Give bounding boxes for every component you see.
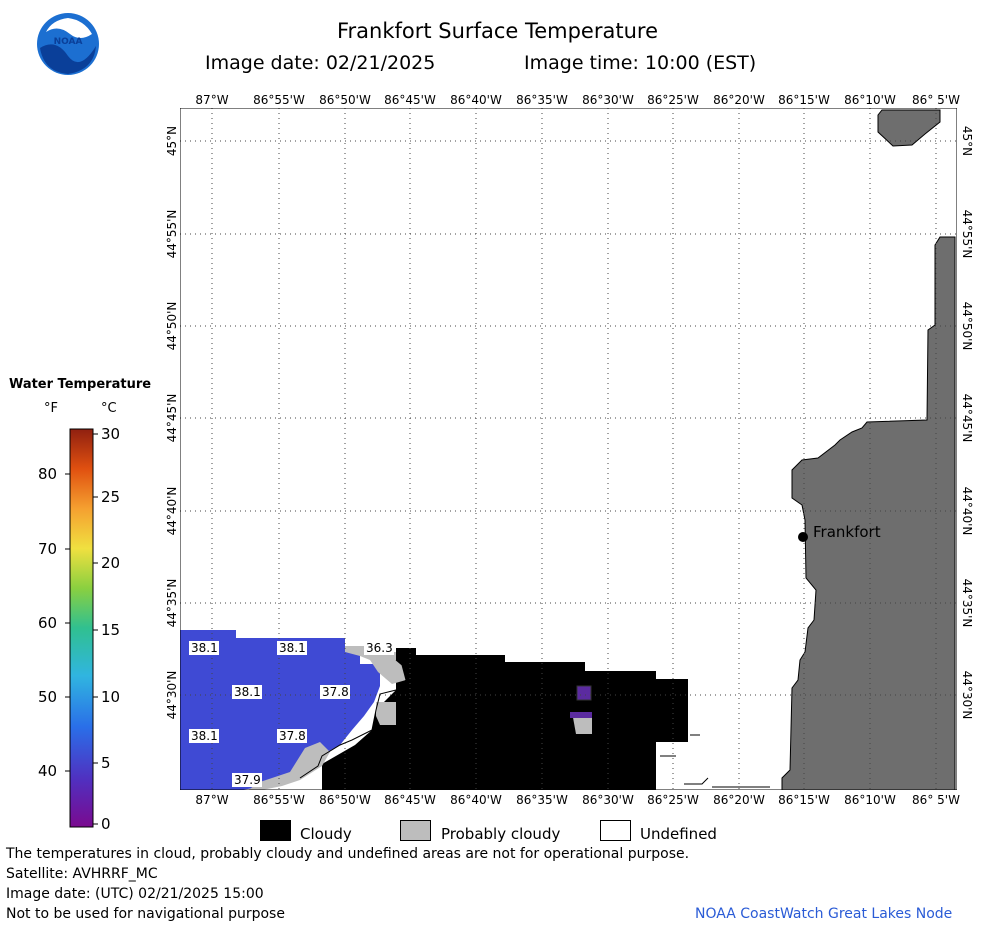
lon-label-top: 86°50'W — [319, 93, 371, 107]
legend-swatch-undefined — [600, 820, 631, 841]
footer-disclaimer: The temperatures in cloud, probably clou… — [6, 846, 690, 862]
lon-label-top: 86°30'W — [582, 93, 634, 107]
legend-f-tick: 60 — [38, 614, 58, 632]
water-pixel — [576, 685, 592, 701]
lon-label-bottom: 86°40'W — [450, 793, 502, 807]
footer-nav-warning: Not to be used for navigational purpose — [6, 906, 285, 922]
cloud-probably — [345, 646, 406, 684]
lon-label-top: 86°55'W — [253, 93, 305, 107]
lat-label-left: 44°30'N — [165, 670, 179, 720]
lon-label-bottom: 86°50'W — [319, 793, 371, 807]
legend-c-tick: 20 — [101, 554, 121, 572]
image-time: Image time: 10:00 (EST) — [524, 52, 757, 74]
footer-satellite: Satellite: AVHRRF_MC — [6, 866, 158, 882]
lat-label-left: 44°50'N — [165, 301, 179, 351]
lon-label-top: 87°W — [195, 93, 229, 107]
cloud-cloudy — [322, 648, 688, 790]
city-label: Frankfort — [813, 523, 881, 541]
lon-label-bottom: 86°30'W — [582, 793, 634, 807]
cloud-probably — [248, 742, 330, 790]
lon-label-bottom: 86°10'W — [844, 793, 896, 807]
lat-label-right: 44°45'N — [960, 393, 974, 443]
image-date: Image date: 02/21/2025 — [205, 52, 436, 74]
grid — [180, 108, 957, 790]
logo-text: NOAA — [54, 37, 83, 47]
lon-label-top: 86°40'W — [450, 93, 502, 107]
line-fragment — [684, 777, 709, 785]
legend-f-tick: 40 — [38, 762, 58, 780]
temp-label: 38.1 — [234, 685, 261, 699]
lon-label-bottom: 87°W — [195, 793, 229, 807]
lat-label-left: 44°40'N — [165, 486, 179, 536]
lon-label-bottom: 86°25'W — [647, 793, 699, 807]
temp-label: 37.8 — [322, 685, 349, 699]
legend-f-tick: 70 — [38, 540, 58, 558]
lon-label-top: 86° 5'W — [912, 93, 960, 107]
water-pixel — [570, 712, 592, 718]
colorbar — [65, 428, 98, 828]
land-michigan — [781, 236, 956, 790]
noaa-logo-icon: NOAA — [37, 13, 99, 75]
legend-f-tick: 50 — [38, 688, 58, 706]
legend-c-tick: 15 — [101, 621, 121, 639]
footer-credit-link[interactable]: NOAA CoastWatch Great Lakes Node — [695, 906, 953, 922]
lat-label-left: 44°45'N — [165, 393, 179, 443]
city-marker-icon — [798, 532, 808, 542]
lat-label-right: 45°N — [960, 125, 974, 157]
land-island — [877, 109, 941, 147]
page-title: Frankfort Surface Temperature — [336, 19, 658, 43]
lon-label-top: 86°45'W — [384, 93, 436, 107]
lon-label-bottom: 86°20'W — [713, 793, 765, 807]
lon-label-top: 86°25'W — [647, 93, 699, 107]
lon-label-top: 86°20'W — [713, 93, 765, 107]
legend-label-undefined: Undefined — [640, 825, 717, 843]
legend-title: Water Temperature — [8, 377, 152, 392]
noaa-logo: NOAA — [36, 12, 100, 76]
lon-label-bottom: 86°35'W — [516, 793, 568, 807]
lat-label-left: 44°55'N — [165, 209, 179, 259]
legend-swatch-probably-cloudy — [400, 820, 431, 841]
lat-label-right: 44°55'N — [960, 209, 974, 259]
temp-label: 38.1 — [191, 729, 218, 743]
temp-label: 36.3 — [366, 641, 393, 655]
temp-label: 38.1 — [279, 641, 306, 655]
legend-c-tick: 25 — [101, 488, 121, 506]
temp-label: 37.9 — [234, 773, 261, 787]
lon-label-bottom: 86°45'W — [384, 793, 436, 807]
map-canvas[interactable]: Frankfort 38.1 38.1 38.1 37.8 38.1 37.8 … — [180, 108, 957, 790]
legend-swatch-cloudy — [260, 820, 291, 841]
legend-c-tick: 0 — [101, 815, 111, 833]
lon-label-top: 86°10'W — [844, 93, 896, 107]
cloud-probably — [376, 702, 396, 725]
lon-label-bottom: 86° 5'W — [912, 793, 960, 807]
legend-c-tick: 30 — [101, 425, 121, 443]
footer-utc-date: Image date: (UTC) 02/21/2025 15:00 — [6, 886, 264, 902]
lat-label-right: 44°30'N — [960, 670, 974, 720]
legend-c-tick: 5 — [101, 754, 111, 772]
lat-label-right: 44°50'N — [960, 301, 974, 351]
legend-unit-c: °C — [101, 401, 117, 416]
water-temperature-area — [180, 630, 380, 790]
legend-c-tick: 10 — [101, 688, 121, 706]
temp-label: 37.8 — [279, 729, 306, 743]
lon-label-top: 86°15'W — [778, 93, 830, 107]
legend-f-tick: 80 — [38, 465, 58, 483]
legend-label-probably-cloudy: Probably cloudy — [441, 825, 561, 843]
temp-label: 38.1 — [191, 641, 218, 655]
lon-label-top: 86°35'W — [516, 93, 568, 107]
legend-label-cloudy: Cloudy — [300, 825, 352, 843]
lat-label-right: 44°40'N — [960, 486, 974, 536]
lon-label-bottom: 86°55'W — [253, 793, 305, 807]
lon-label-bottom: 86°15'W — [778, 793, 830, 807]
legend-unit-f: °F — [44, 401, 58, 416]
shoreline — [299, 659, 407, 779]
lat-label-right: 44°35'N — [960, 578, 974, 628]
lat-label-left: 44°35'N — [165, 578, 179, 628]
lat-label-left: 45°N — [165, 125, 179, 157]
